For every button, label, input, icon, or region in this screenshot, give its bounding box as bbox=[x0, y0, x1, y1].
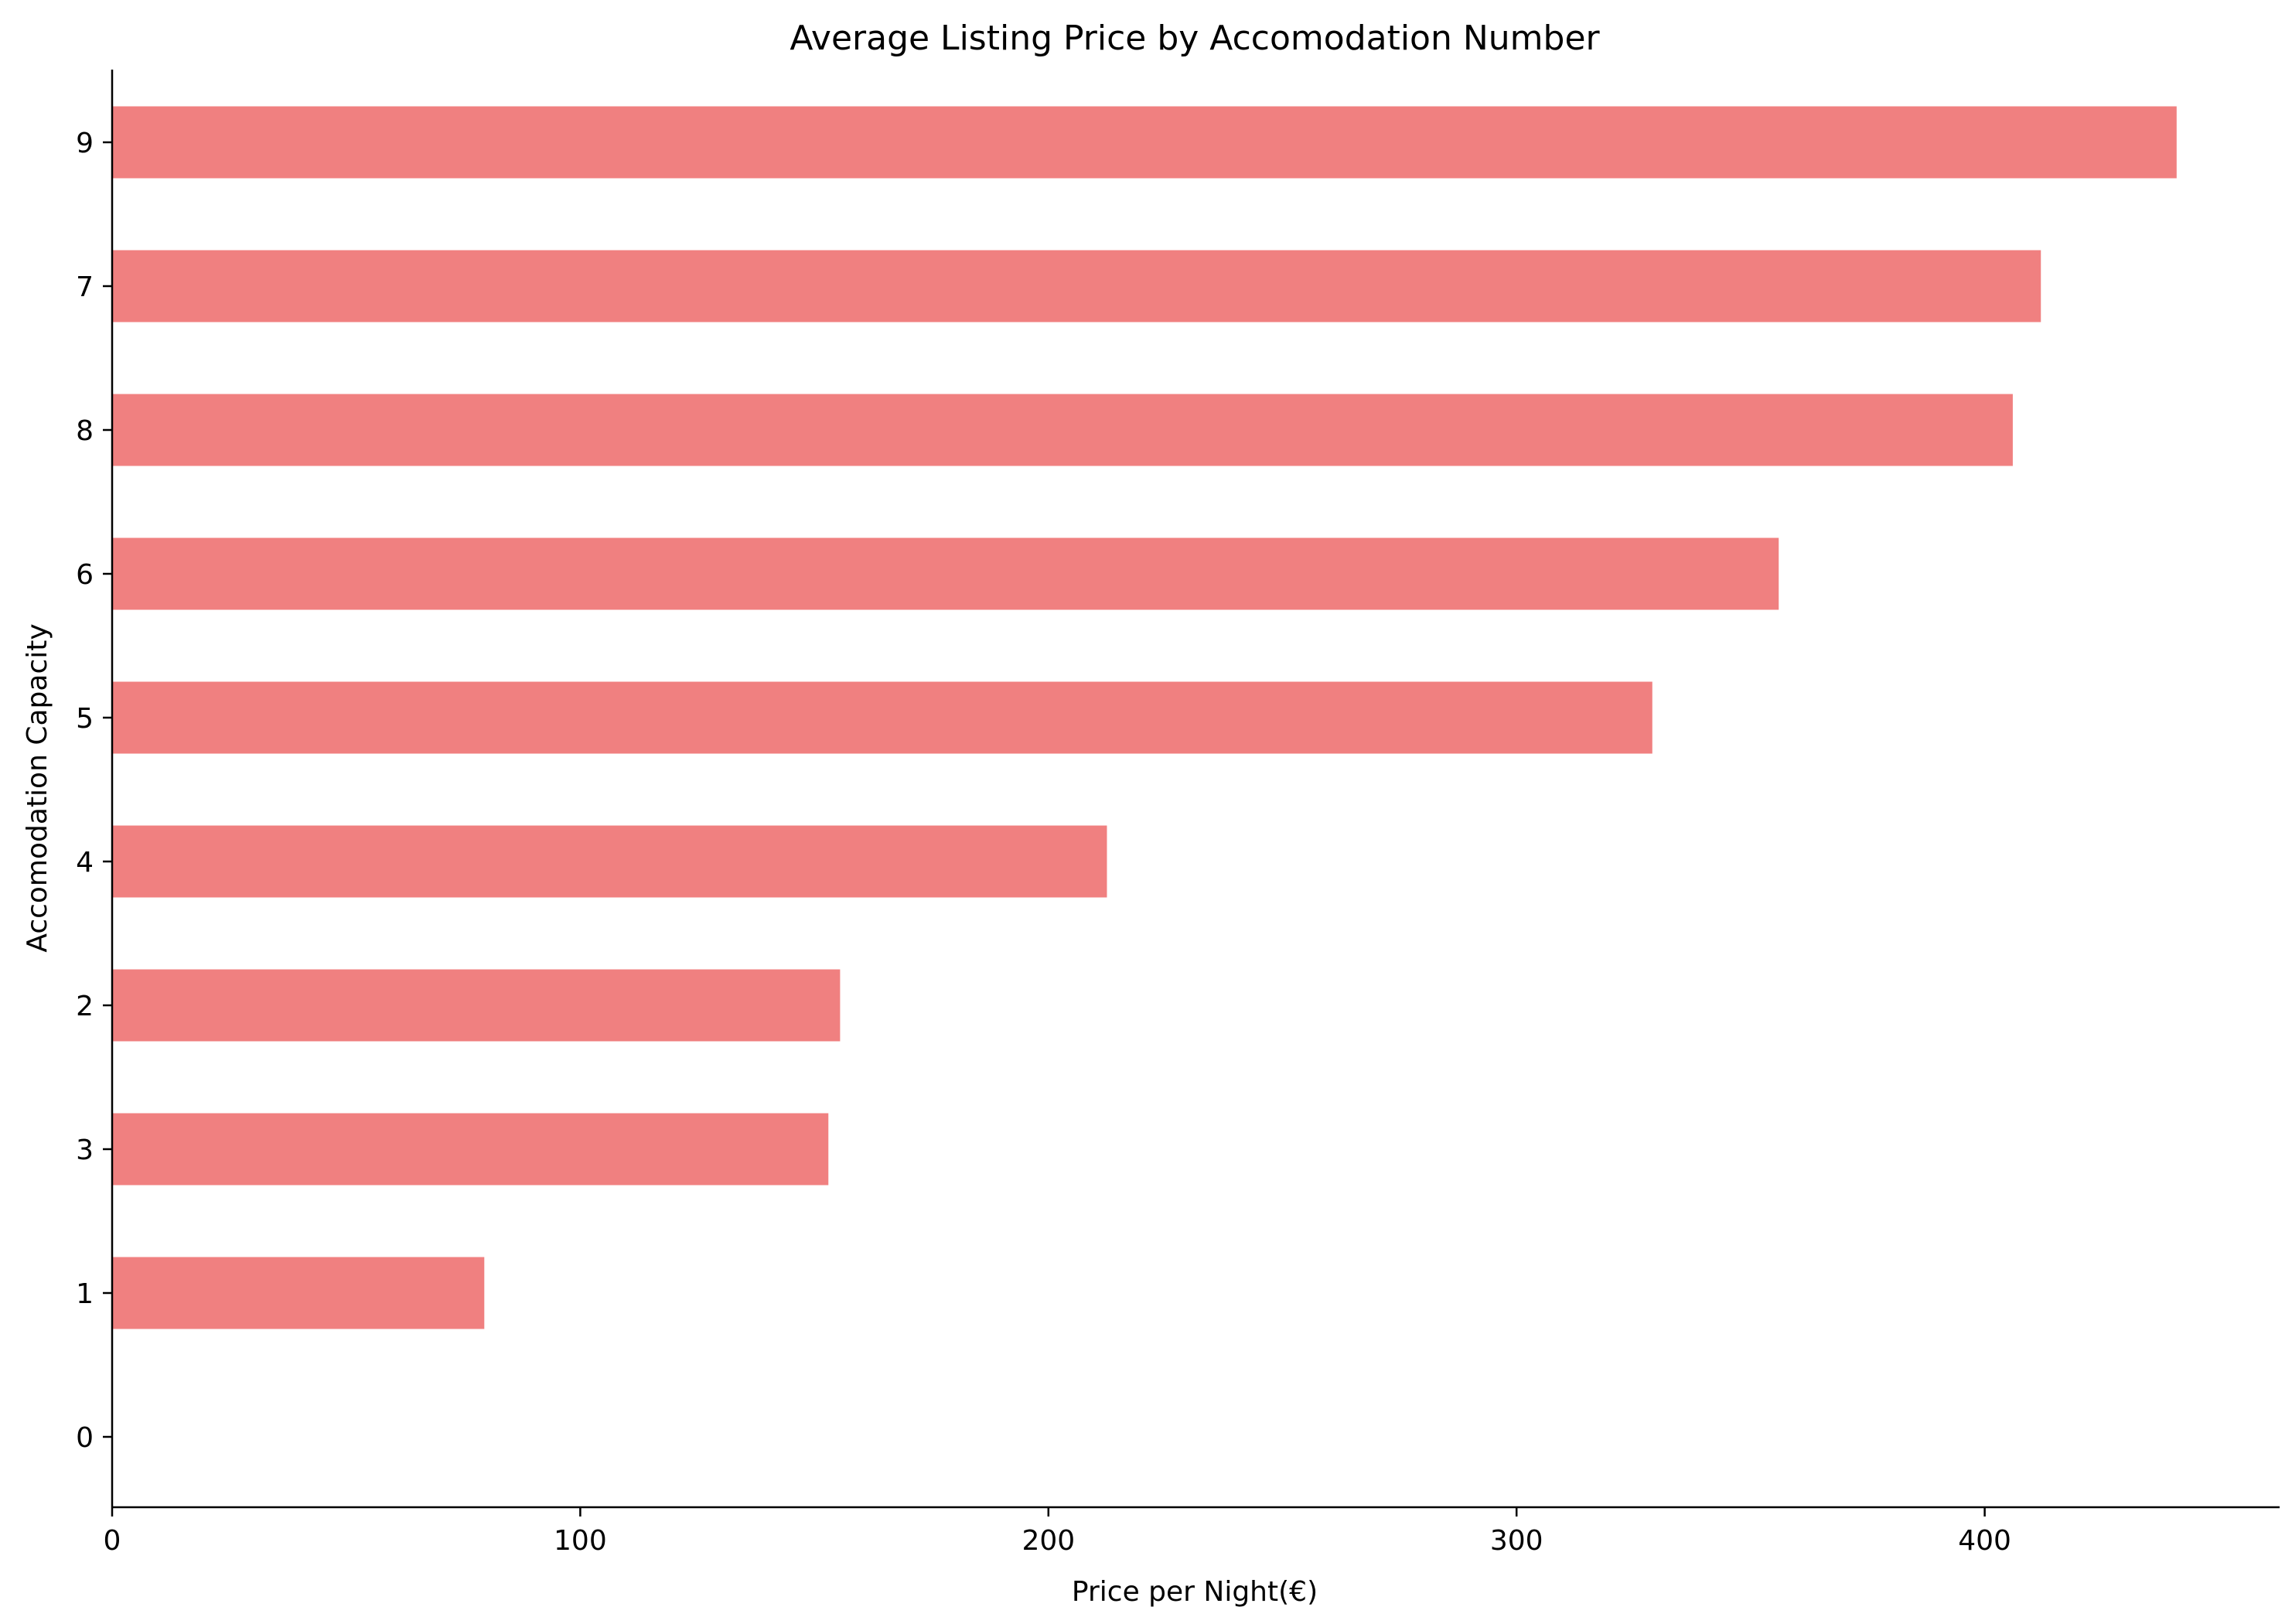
y-tick-label: 1 bbox=[76, 1278, 94, 1310]
x-tick-label: 300 bbox=[1490, 1525, 1543, 1557]
bar-capacity-2 bbox=[112, 969, 841, 1042]
y-tick-label: 2 bbox=[76, 991, 94, 1022]
bar-capacity-1 bbox=[112, 1257, 485, 1329]
bar-capacity-7 bbox=[112, 250, 2041, 322]
y-tick-label: 5 bbox=[76, 703, 94, 735]
x-tick-label: 0 bbox=[104, 1525, 121, 1557]
chart-title: Average Listing Price by Accomodation Nu… bbox=[790, 19, 1600, 58]
bar-capacity-3 bbox=[112, 1113, 829, 1186]
bar-capacity-6 bbox=[112, 537, 1779, 610]
y-tick-label: 8 bbox=[76, 415, 94, 447]
bar-capacity-9 bbox=[112, 106, 2177, 179]
bar-capacity-4 bbox=[112, 825, 1107, 898]
y-tick-label: 9 bbox=[76, 128, 94, 159]
y-tick-label: 4 bbox=[76, 847, 94, 879]
x-tick-label: 100 bbox=[554, 1525, 607, 1557]
bar-capacity-8 bbox=[112, 394, 2013, 466]
bars-group bbox=[112, 106, 2177, 1329]
x-axis-label: Price per Night(€) bbox=[1072, 1576, 1318, 1608]
x-ticks-group: 0 100 200 300 400 bbox=[104, 1507, 2011, 1557]
y-ticks-group: 0 1 3 2 4 5 6 8 7 9 bbox=[76, 128, 112, 1454]
y-tick-label: 0 bbox=[76, 1422, 94, 1454]
bar-capacity-5 bbox=[112, 681, 1652, 754]
x-tick-label: 400 bbox=[1958, 1525, 2011, 1557]
x-tick-label: 200 bbox=[1022, 1525, 1075, 1557]
y-axis-label: Accomodation Capacity bbox=[22, 623, 53, 952]
y-tick-label: 3 bbox=[76, 1134, 94, 1166]
y-tick-label: 6 bbox=[76, 559, 94, 591]
y-tick-label: 7 bbox=[76, 271, 94, 303]
